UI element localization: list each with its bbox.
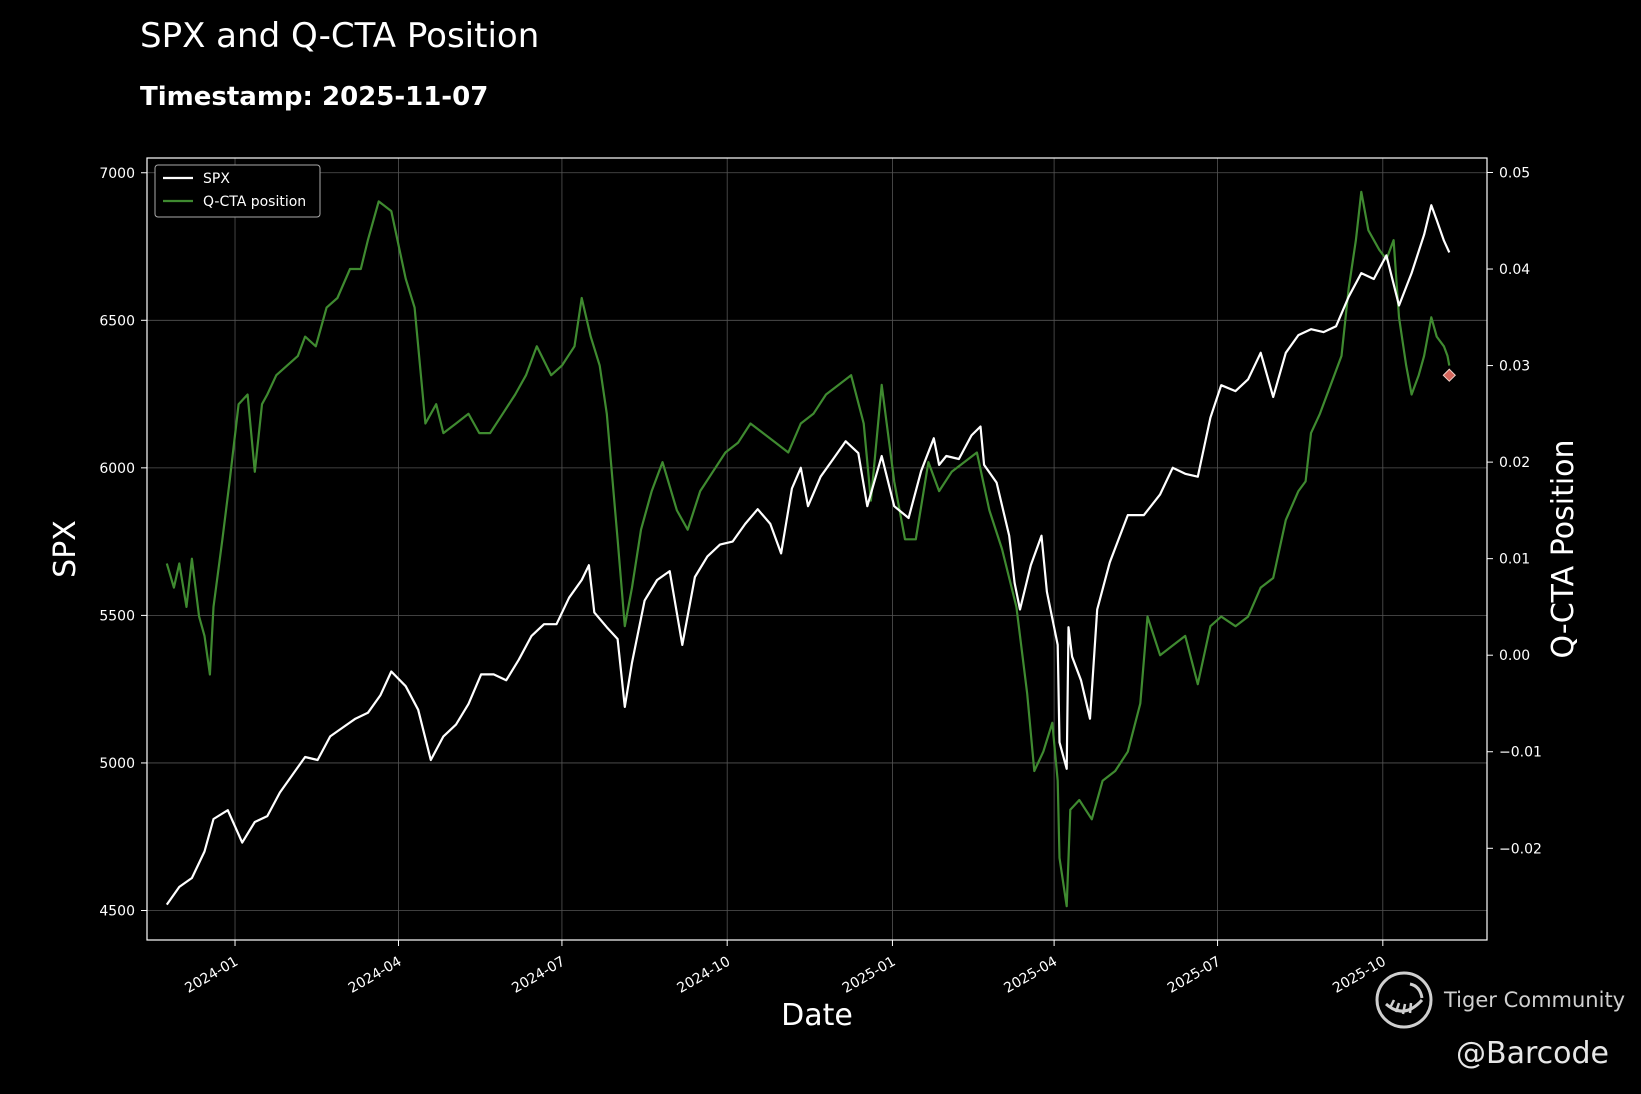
y-right-tick-label: 0.04 bbox=[1499, 262, 1530, 278]
x-axis-ticks: 2024-01 2024-04 2024-07 2024-10 2025-01 2025-… bbox=[182, 940, 1389, 997]
y-right-tick-label: −0.01 bbox=[1499, 745, 1542, 761]
x-tick-label: 2025-07 bbox=[1165, 954, 1224, 997]
watermark-brand-name: Tiger Community bbox=[1444, 988, 1626, 1012]
y-left-tick-label: 7000 bbox=[99, 166, 135, 182]
y-left-tick-label: 5500 bbox=[99, 608, 135, 624]
y-right-tick-label: −0.02 bbox=[1499, 841, 1542, 857]
plot-frame bbox=[146, 157, 1488, 941]
latest-cta-marker bbox=[1442, 368, 1456, 382]
spx-series-line bbox=[165, 204, 1451, 906]
y-left-tick-label: 4500 bbox=[99, 903, 135, 919]
x-axis-label: Date bbox=[781, 998, 853, 1033]
y-axis-label: SPX bbox=[48, 520, 83, 578]
y-left-tick-label: 6500 bbox=[99, 313, 135, 329]
y2-axis-label: Q-CTA Position bbox=[1546, 439, 1581, 658]
chart-title: SPX and Q-CTA Position bbox=[140, 16, 540, 56]
y-right-tick-label: 0.05 bbox=[1499, 165, 1530, 181]
x-tick-label: 2024-07 bbox=[509, 954, 568, 997]
legend-box bbox=[154, 164, 321, 218]
cta-series-group bbox=[165, 190, 1451, 908]
y-right-tick-label: 0.02 bbox=[1499, 455, 1530, 471]
y-left-axis-ticks: 4500 5000 5500 6000 6500 7000 bbox=[99, 166, 147, 919]
y-right-axis-ticks: −0.02 −0.01 0.00 0.01 0.02 0.03 0.04 0.05 bbox=[1487, 165, 1542, 857]
y-right-tick-label: 0.01 bbox=[1499, 552, 1530, 568]
x-tick-label: 2024-01 bbox=[182, 954, 241, 997]
x-tick-label: 2025-04 bbox=[1001, 954, 1060, 997]
y-right-tick-label: 0.03 bbox=[1499, 359, 1530, 375]
x-tick-label: 2024-04 bbox=[346, 954, 405, 997]
watermark-handle: @Barcode bbox=[1456, 1036, 1609, 1071]
chart-subtitle: Timestamp: 2025-11-07 bbox=[140, 82, 489, 112]
cta-series-line bbox=[165, 190, 1451, 908]
legend-cta-label: Q-CTA position bbox=[203, 194, 306, 210]
watermark-brand: Tiger Community bbox=[1374, 970, 1625, 1030]
x-tick-label: 2024-10 bbox=[675, 954, 734, 997]
chart-legend: SPX Q-CTA position bbox=[154, 164, 321, 218]
legend-spx-label: SPX bbox=[203, 171, 230, 187]
x-tick-label: 2025-01 bbox=[840, 954, 899, 997]
y-right-tick-label: 0.00 bbox=[1499, 648, 1530, 664]
tiger-community-logo-icon bbox=[1375, 971, 1433, 1029]
y-left-tick-label: 6000 bbox=[99, 461, 135, 477]
y-left-tick-label: 5000 bbox=[99, 756, 135, 772]
spx-series-group bbox=[165, 204, 1451, 906]
latest-marker-group bbox=[1442, 368, 1456, 382]
grid-lines bbox=[147, 158, 1487, 940]
